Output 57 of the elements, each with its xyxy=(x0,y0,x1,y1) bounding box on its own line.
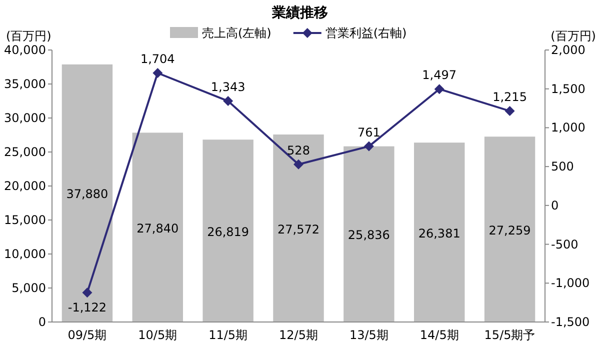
x-tick-label: 15/5期予 xyxy=(484,328,536,342)
data-label: 1,215 xyxy=(492,90,527,104)
y-tick-label: 20,000 xyxy=(4,179,46,193)
y2-tick-label: -1,500 xyxy=(551,315,590,329)
point xyxy=(434,84,444,94)
bar xyxy=(62,64,113,322)
bar xyxy=(344,146,394,322)
y-tick-label: 15,000 xyxy=(4,213,46,227)
y-tick-label: 0 xyxy=(38,315,46,329)
data-label: 1,704 xyxy=(140,52,175,66)
data-label: 1,343 xyxy=(210,80,246,94)
data-label: 26,819 xyxy=(207,224,250,239)
x-tick-label: 11/5期 xyxy=(208,328,248,342)
x-tick-label: 12/5期 xyxy=(279,328,318,342)
point xyxy=(294,159,304,170)
bar xyxy=(414,142,465,322)
y2-tick-label: -500 xyxy=(551,237,578,252)
y-axis-title: (百万円) xyxy=(6,29,52,43)
point xyxy=(223,96,234,106)
y2-tick-label: 500 xyxy=(551,160,574,174)
point xyxy=(364,141,374,152)
data-label: 27,259 xyxy=(488,223,531,238)
data-label: 25,836 xyxy=(348,228,390,242)
y2-tick-label: 1,000 xyxy=(551,120,586,135)
y-tick-label: 35,000 xyxy=(4,77,46,91)
data-label: -1,122 xyxy=(68,300,107,315)
y2-tick-label: 1,500 xyxy=(551,82,586,96)
data-label: 528 xyxy=(287,143,310,158)
data-label: 26,381 xyxy=(418,226,460,240)
point xyxy=(504,106,515,116)
data-label: 27,572 xyxy=(278,222,320,236)
y-tick-label: 30,000 xyxy=(4,111,46,125)
point xyxy=(82,288,92,298)
x-tick-label: 14/5期 xyxy=(420,328,459,342)
data-label: 27,840 xyxy=(136,221,179,236)
y-tick-label: 10,000 xyxy=(4,247,46,261)
x-tick-label: 09/5期 xyxy=(68,328,107,342)
y2-tick-label: 0 xyxy=(551,198,559,212)
bar xyxy=(273,134,324,322)
y-tick-label: 40,000 xyxy=(4,43,46,57)
point xyxy=(152,68,163,78)
x-tick-label: 13/5期 xyxy=(349,328,388,342)
y-tick-label: 25,000 xyxy=(4,145,46,159)
data-label: 1,497 xyxy=(422,68,457,82)
y2-tick-label: 2,000 xyxy=(551,43,586,57)
legend-label: 売上高(左軸) xyxy=(202,26,272,40)
data-label: 761 xyxy=(357,125,380,140)
bar xyxy=(132,132,183,322)
y2-tick-label: -1,000 xyxy=(551,276,590,290)
data-label: 37,880 xyxy=(66,187,108,202)
legend-label: 営業利益(右軸) xyxy=(325,26,407,40)
bar xyxy=(484,136,536,322)
y-tick-label: 5,000 xyxy=(12,281,46,295)
chart-title: 業績推移 xyxy=(271,5,328,21)
y2-axis-title: (百万円) xyxy=(550,29,596,43)
x-tick-label: 10/5期 xyxy=(138,328,178,342)
bar xyxy=(202,140,254,322)
